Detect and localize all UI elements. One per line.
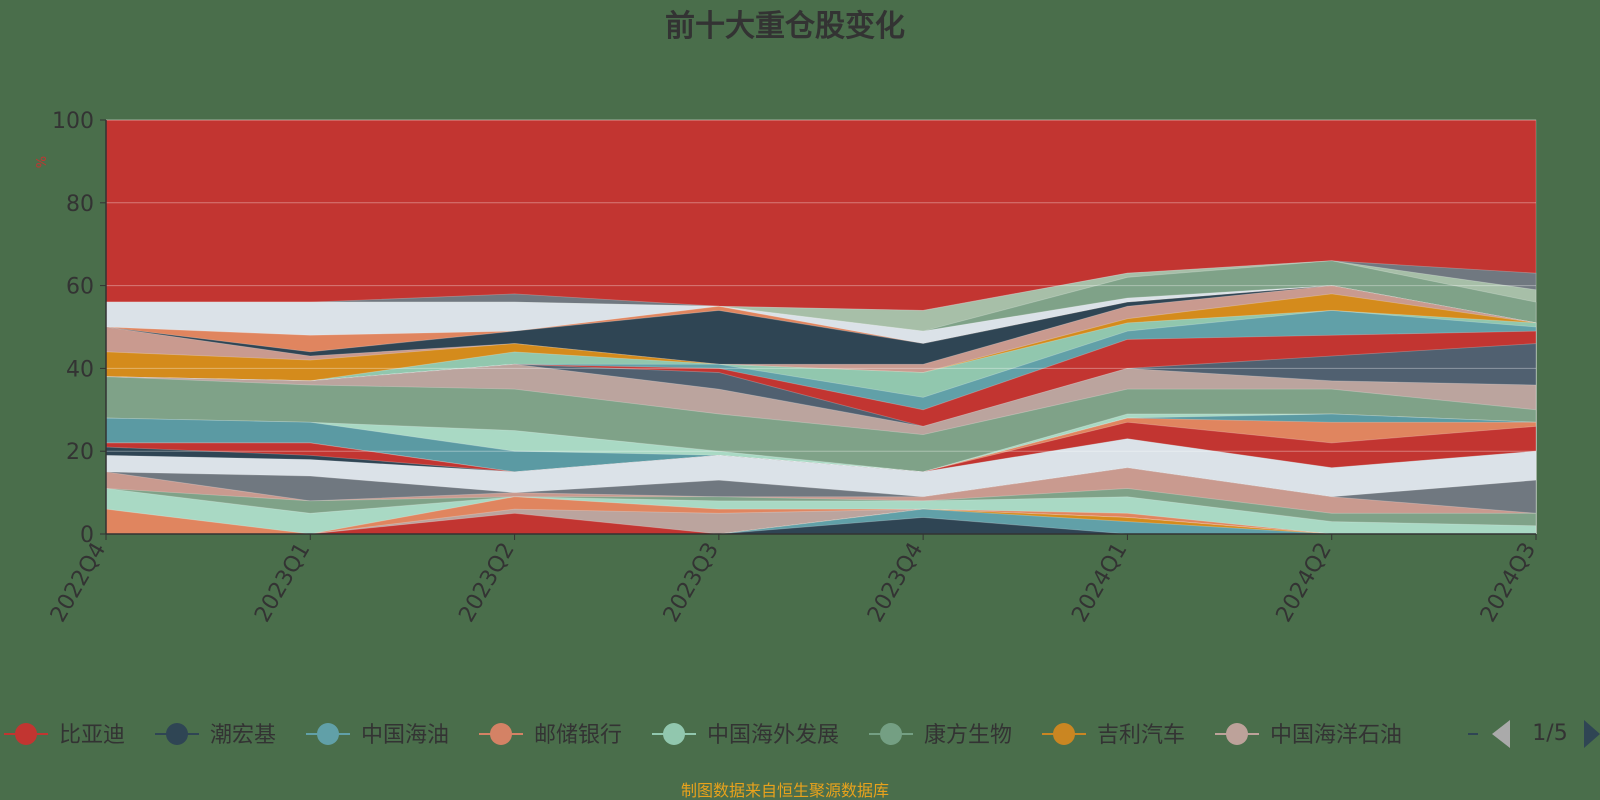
legend-prev-page-icon[interactable] [1492, 720, 1510, 748]
legend-label: 潮宏基 [210, 723, 276, 748]
legend-label: 中国海洋石油 [1270, 723, 1402, 748]
legend-marker [880, 723, 903, 745]
legend-label: 比亚迪 [59, 723, 125, 748]
legend-marker [663, 723, 686, 745]
legend-item[interactable]: 比亚迪 [4, 723, 125, 748]
legend-item[interactable]: 中国海外发展 [652, 723, 839, 748]
legend-label: 中国海外发展 [707, 723, 839, 748]
y-tick-label: 40 [66, 357, 94, 382]
legend-marker [166, 723, 189, 745]
legend-marker [490, 723, 513, 745]
x-tick-label: 2024Q2 [1272, 539, 1337, 627]
legend-item[interactable]: 康方生物 [869, 723, 1012, 748]
x-tick-label: 2024Q3 [1476, 539, 1541, 627]
x-tick-label: 2022Q4 [46, 539, 111, 627]
legend-marker [317, 723, 340, 745]
legend-label: 邮储银行 [534, 723, 622, 748]
legend-page-indicator: 1/5 [1532, 721, 1567, 746]
y-tick-label: 100 [52, 109, 94, 134]
legend-marker [15, 723, 37, 745]
legend-item[interactable]: 中国海洋石油 [1215, 723, 1402, 748]
area-layers [105, 119, 1537, 535]
legend-marker [1053, 723, 1076, 745]
grid-lines [106, 119, 1536, 452]
legend[interactable]: 比亚迪 潮宏基 中国海油 邮储银行 中国海外发展 康方生物 吉利汽车 中国海洋石油 1/5 [4, 720, 1600, 748]
y-axis-unit-label: % [35, 156, 50, 168]
y-tick-label: 0 [80, 523, 94, 548]
legend-item[interactable]: 潮宏基 [155, 723, 276, 748]
x-tick-label: 2023Q3 [659, 539, 724, 627]
legend-item[interactable]: 邮储银行 [479, 723, 622, 748]
y-tick-label: 20 [66, 440, 94, 465]
legend-item[interactable]: 吉利汽车 [1042, 723, 1185, 748]
legend-next-page-icon[interactable] [1584, 720, 1600, 748]
chart-title: 前十大重仓股变化 [665, 9, 905, 44]
legend-marker [1226, 723, 1249, 745]
x-tick-label: 2023Q1 [250, 539, 315, 627]
x-tick-label: 2023Q2 [454, 539, 519, 627]
y-tick-label: 60 [66, 275, 94, 300]
y-tick-label: 80 [66, 192, 94, 217]
legend-label: 康方生物 [924, 723, 1012, 748]
legend-item[interactable]: 中国海油 [306, 723, 449, 748]
legend-label: 吉利汽车 [1097, 723, 1185, 748]
data-source-note: 制图数据来自恒生聚源数据库 [681, 781, 889, 800]
legend-label: 中国海油 [361, 723, 449, 748]
x-tick-label: 2024Q1 [1067, 539, 1132, 627]
x-tick-label: 2023Q4 [863, 539, 928, 627]
